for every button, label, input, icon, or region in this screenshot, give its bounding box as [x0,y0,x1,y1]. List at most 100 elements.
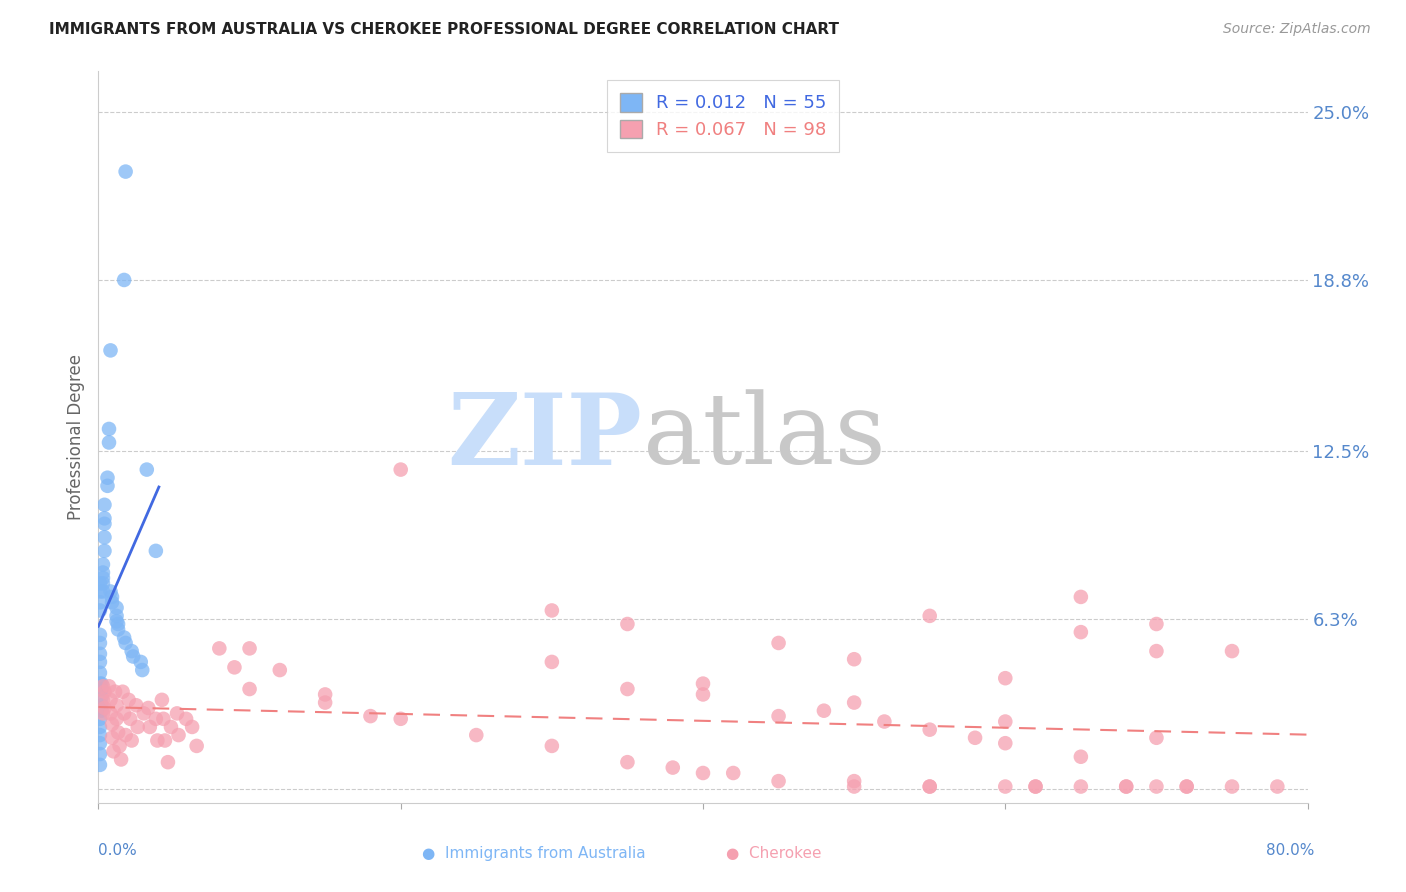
Point [105,608,128,623]
Point [540,603,562,617]
Point [994,714,1017,729]
Point [101,595,124,609]
Point [89,636,111,650]
Point [1144,644,1167,658]
Point [93,544,115,558]
Point [105,698,128,713]
Point [91,584,114,599]
Point [91,679,114,693]
Point [96,471,118,485]
Point [114,636,136,650]
Point [145,544,167,558]
Point [93,684,115,698]
Point [150,693,173,707]
Point [107,725,129,739]
Point [112,706,135,721]
Legend: R = 0.012   N = 55, R = 0.067   N = 98: R = 0.012 N = 55, R = 0.067 N = 98 [607,80,839,152]
Point [121,644,143,658]
Point [91,558,114,572]
Text: IMMIGRANTS FROM AUSTRALIA VS CHEROKEE PROFESSIONAL DEGREE CORRELATION CHART: IMMIGRANTS FROM AUSTRALIA VS CHEROKEE PR… [49,22,839,37]
Y-axis label: Professional Degree: Professional Degree [67,354,86,520]
Point [181,720,204,734]
Point [112,631,135,645]
Point [661,761,683,775]
Point [91,693,114,707]
Point [89,736,111,750]
Point [1175,780,1198,794]
Point [1220,780,1243,794]
Point [131,663,153,677]
Point [768,774,790,789]
Point [994,780,1017,794]
Point [93,701,115,715]
Point [118,693,141,707]
Point [132,706,155,721]
Point [108,739,131,753]
Point [692,766,714,780]
Point [239,641,262,656]
Point [89,747,111,761]
Point [1024,780,1046,794]
Point [89,712,111,726]
Point [101,731,124,745]
Point [994,736,1017,750]
Point [135,462,157,476]
Point [125,698,148,713]
Point [965,731,987,745]
Point [389,462,412,476]
Point [90,698,112,713]
Text: Source: ZipAtlas.com: Source: ZipAtlas.com [1223,22,1371,37]
Point [768,636,790,650]
Text: atlas: atlas [643,389,886,485]
Point [1144,617,1167,632]
Point [1144,731,1167,745]
Point [160,720,183,734]
Point [91,706,114,721]
Point [1070,590,1092,604]
Point [844,652,866,666]
Point [146,733,169,747]
Point [110,752,132,766]
Point [89,595,111,609]
Point [314,696,336,710]
Point [1220,644,1243,658]
Point [103,744,125,758]
Point [105,615,128,629]
Point [90,676,112,690]
Point [100,706,122,721]
Point [918,723,941,737]
Point [100,343,122,358]
Point [90,681,112,696]
Point [616,681,638,696]
Point [918,608,941,623]
Point [389,712,412,726]
Text: ZIP: ZIP [447,389,643,485]
Point [90,690,112,705]
Point [121,733,143,747]
Point [93,511,115,525]
Point [93,498,115,512]
Point [1115,780,1137,794]
Point [692,676,714,690]
Point [616,617,638,632]
Point [269,663,291,677]
Text: ●  Cherokee: ● Cherokee [725,846,821,861]
Point [89,757,111,772]
Text: ●  Immigrants from Australia: ● Immigrants from Australia [422,846,647,861]
Point [152,712,174,726]
Point [89,676,111,690]
Point [1070,625,1092,640]
Point [156,755,179,769]
Point [918,780,941,794]
Point [93,516,115,531]
Point [844,780,866,794]
Point [174,712,197,726]
Text: 80.0%: 80.0% [1267,843,1315,858]
Point [89,665,111,680]
Point [107,617,129,632]
Point [540,739,562,753]
Point [239,681,262,696]
Point [616,755,638,769]
Point [96,479,118,493]
Point [465,728,488,742]
